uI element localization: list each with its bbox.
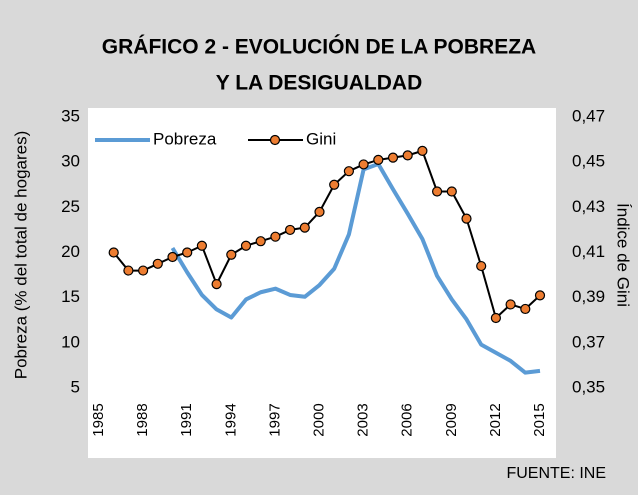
- y-tick-label: 10: [61, 332, 80, 351]
- marker: [285, 224, 296, 236]
- marker: [343, 166, 354, 177]
- marker: [534, 290, 546, 301]
- x-tick-label: 1985: [90, 403, 107, 436]
- marker: [373, 154, 384, 166]
- x-tick-label: 2015: [531, 403, 548, 436]
- marker: [270, 231, 281, 242]
- y2-tick-label: 0,39: [572, 287, 605, 306]
- x-tick-label: 2006: [399, 403, 416, 436]
- legend-label: Gini: [306, 129, 336, 148]
- marker: [314, 206, 325, 217]
- y-tick-label: 30: [61, 152, 80, 171]
- x-tick-label: 2012: [487, 403, 504, 436]
- y2-tick-label: 0,37: [572, 332, 605, 351]
- legend-label: Pobreza: [153, 129, 217, 148]
- marker: [490, 312, 501, 324]
- marker: [255, 236, 266, 247]
- y-axis-label: Pobreza (% del total de hogares): [11, 131, 30, 380]
- x-tick-label: 2003: [355, 403, 372, 436]
- marker: [358, 159, 369, 170]
- y-tick-label: 5: [71, 377, 80, 396]
- marker: [461, 213, 472, 224]
- y-tick-label: 15: [61, 287, 80, 306]
- marker: [152, 258, 163, 269]
- y2-tick-label: 0,35: [572, 377, 605, 396]
- x-tick-label: 2000: [310, 403, 327, 436]
- y-tick-label: 35: [61, 106, 80, 125]
- marker: [196, 240, 207, 251]
- y2-tick-label: 0,45: [572, 152, 605, 171]
- y-tick-label: 20: [61, 242, 80, 261]
- x-tick-label: 2009: [443, 403, 460, 436]
- marker: [240, 240, 252, 251]
- marker: [211, 279, 222, 290]
- marker: [226, 249, 237, 260]
- marker: [138, 265, 149, 276]
- marker: [329, 179, 340, 190]
- marker: [505, 299, 516, 310]
- x-tick-label: 1991: [178, 403, 195, 436]
- series-line: [170, 161, 541, 375]
- y2-axis-label: Índice de Gini: [614, 203, 633, 307]
- marker: [432, 186, 443, 197]
- y2-tick-label: 0,41: [572, 242, 605, 261]
- x-tick-label: 1994: [222, 403, 239, 436]
- marker: [446, 186, 457, 197]
- marker: [299, 222, 310, 233]
- marker: [123, 265, 134, 276]
- marker: [476, 260, 487, 272]
- legend-marker: [269, 134, 281, 146]
- marker: [520, 303, 531, 315]
- marker: [387, 152, 399, 163]
- source: FUENTE: INE: [506, 465, 606, 482]
- marker: [417, 145, 428, 156]
- x-tick-label: 1988: [134, 403, 151, 436]
- x-tick-label: 1997: [266, 403, 283, 436]
- marker: [108, 247, 119, 258]
- y-tick-label: 25: [61, 197, 80, 216]
- chart-subtitle: Y LA DESIGUALDAD: [216, 72, 423, 95]
- y2-tick-label: 0,43: [572, 197, 605, 216]
- marker: [402, 150, 413, 161]
- chart-title: GRÁFICO 2 - EVOLUCIÓN DE LA POBREZA: [102, 35, 536, 59]
- marker: [167, 251, 178, 263]
- marker: [182, 247, 193, 258]
- y2-tick-label: 0,47: [572, 106, 605, 125]
